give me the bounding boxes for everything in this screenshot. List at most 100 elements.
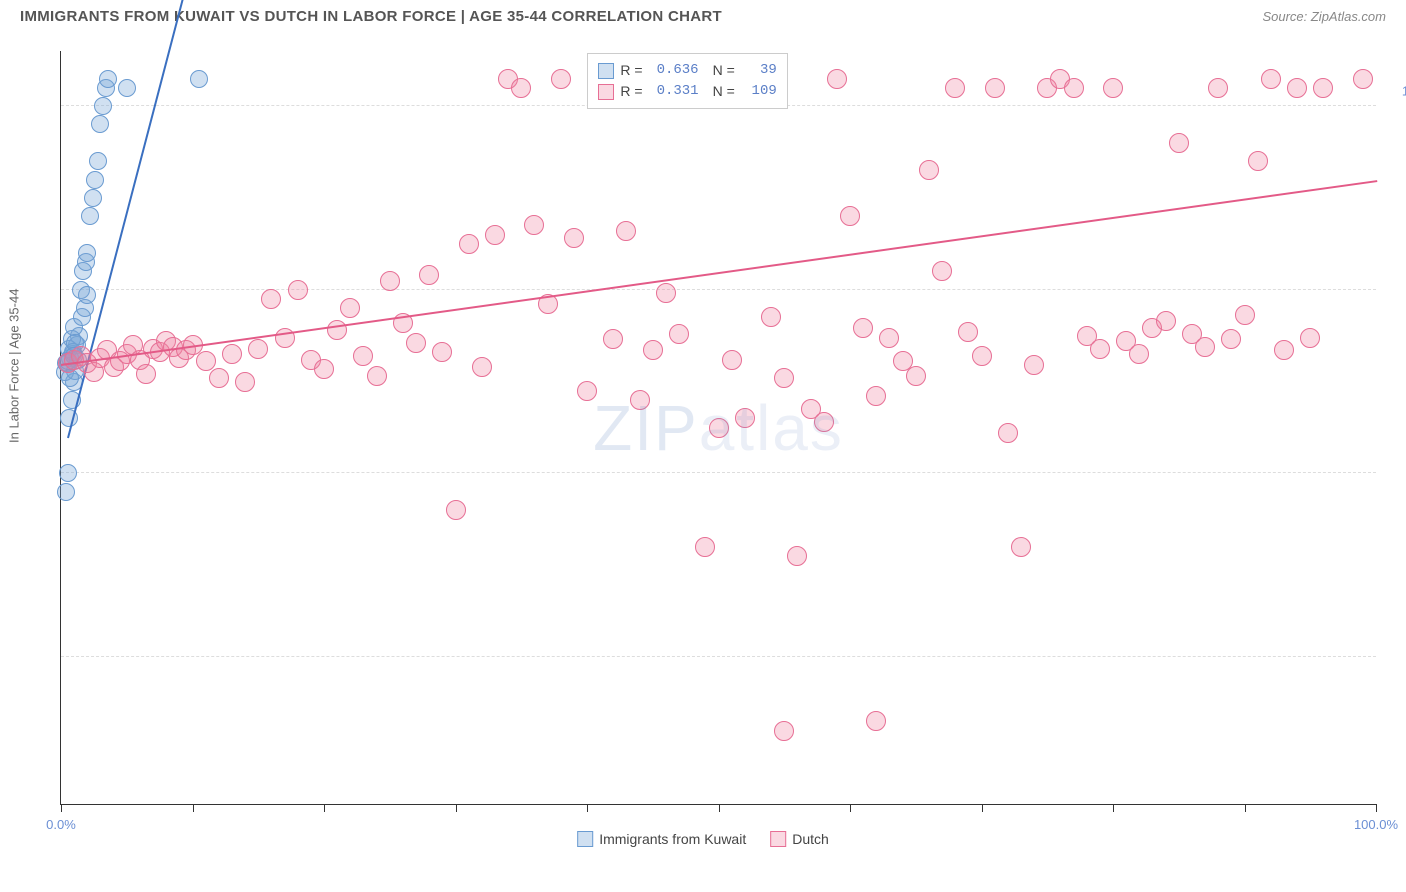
data-point	[1024, 355, 1044, 375]
data-point	[958, 322, 978, 342]
data-point	[1353, 69, 1373, 89]
data-point	[459, 234, 479, 254]
data-point	[1103, 78, 1123, 98]
data-point	[643, 340, 663, 360]
data-point	[735, 408, 755, 428]
legend-n-label: N =	[713, 60, 735, 81]
data-point	[1313, 78, 1333, 98]
data-point	[340, 298, 360, 318]
x-tick	[193, 804, 194, 812]
legend-r-label: R =	[620, 81, 642, 102]
data-point	[1235, 305, 1255, 325]
data-point	[419, 265, 439, 285]
data-point	[1261, 69, 1281, 89]
data-point	[86, 171, 104, 189]
data-point	[945, 78, 965, 98]
data-point	[1274, 340, 1294, 360]
data-point	[57, 483, 75, 501]
data-point	[485, 225, 505, 245]
legend-r-label: R =	[620, 60, 642, 81]
data-point	[78, 244, 96, 262]
data-point	[1195, 337, 1215, 357]
data-point	[89, 152, 107, 170]
data-point	[669, 324, 689, 344]
x-tick-label: 0.0%	[46, 817, 76, 832]
y-tick-label: 100.0%	[1386, 84, 1406, 99]
x-tick	[324, 804, 325, 812]
data-point	[919, 160, 939, 180]
gridline	[61, 472, 1376, 473]
x-tick	[456, 804, 457, 812]
data-point	[656, 283, 676, 303]
chart-header: IMMIGRANTS FROM KUWAIT VS DUTCH IN LABOR…	[0, 0, 1406, 29]
x-tick	[587, 804, 588, 812]
data-point	[222, 344, 242, 364]
data-point	[432, 342, 452, 362]
y-axis-label: In Labor Force | Age 35-44	[7, 289, 22, 443]
data-point	[774, 721, 794, 741]
legend-r-value: 0.636	[649, 60, 699, 81]
data-point	[367, 366, 387, 386]
legend-row: R = 0.331 N = 109	[598, 81, 776, 102]
data-point	[866, 711, 886, 731]
data-point	[603, 329, 623, 349]
source-prefix: Source:	[1262, 9, 1310, 24]
legend-swatch	[577, 831, 593, 847]
data-point	[577, 381, 597, 401]
trend-line	[61, 180, 1377, 366]
gridline	[61, 289, 1376, 290]
data-point	[78, 286, 96, 304]
data-point	[524, 215, 544, 235]
data-point	[1300, 328, 1320, 348]
data-point	[827, 69, 847, 89]
legend-n-label: N =	[713, 81, 735, 102]
chart-source: Source: ZipAtlas.com	[1262, 9, 1386, 24]
gridline	[61, 656, 1376, 657]
legend-swatch	[598, 84, 614, 100]
bottom-legend-item: Immigrants from Kuwait	[577, 831, 746, 847]
data-point	[853, 318, 873, 338]
legend-label: Immigrants from Kuwait	[599, 831, 746, 847]
data-point	[1248, 151, 1268, 171]
data-point	[932, 261, 952, 281]
data-point	[511, 78, 531, 98]
legend-r-value: 0.331	[649, 81, 699, 102]
data-point	[814, 412, 834, 432]
x-tick	[719, 804, 720, 812]
data-point	[1221, 329, 1241, 349]
x-tick	[1376, 804, 1377, 812]
data-point	[275, 328, 295, 348]
data-point	[722, 350, 742, 370]
data-point	[136, 364, 156, 384]
chart-container: In Labor Force | Age 35-44 ZIPatlas 70.0…	[20, 33, 1386, 853]
data-point	[209, 368, 229, 388]
x-tick	[1245, 804, 1246, 812]
data-point	[879, 328, 899, 348]
legend-n-value: 109	[741, 81, 777, 102]
data-point	[1064, 78, 1084, 98]
legend-swatch	[598, 63, 614, 79]
data-point	[695, 537, 715, 557]
data-point	[380, 271, 400, 291]
data-point	[787, 546, 807, 566]
data-point	[261, 289, 281, 309]
data-point	[314, 359, 334, 379]
data-point	[1090, 339, 1110, 359]
data-point	[190, 70, 208, 88]
data-point	[774, 368, 794, 388]
legend-row: R =0.636N =39	[598, 60, 776, 81]
data-point	[59, 464, 77, 482]
x-tick	[1113, 804, 1114, 812]
data-point	[118, 79, 136, 97]
source-name: ZipAtlas.com	[1311, 9, 1386, 24]
data-point	[81, 207, 99, 225]
data-point	[353, 346, 373, 366]
data-point	[91, 115, 109, 133]
data-point	[472, 357, 492, 377]
legend-box: R =0.636N =39R =0.331N =109	[587, 53, 787, 109]
data-point	[1129, 344, 1149, 364]
data-point	[99, 70, 117, 88]
data-point	[1011, 537, 1031, 557]
data-point	[84, 189, 102, 207]
data-point	[1208, 78, 1228, 98]
